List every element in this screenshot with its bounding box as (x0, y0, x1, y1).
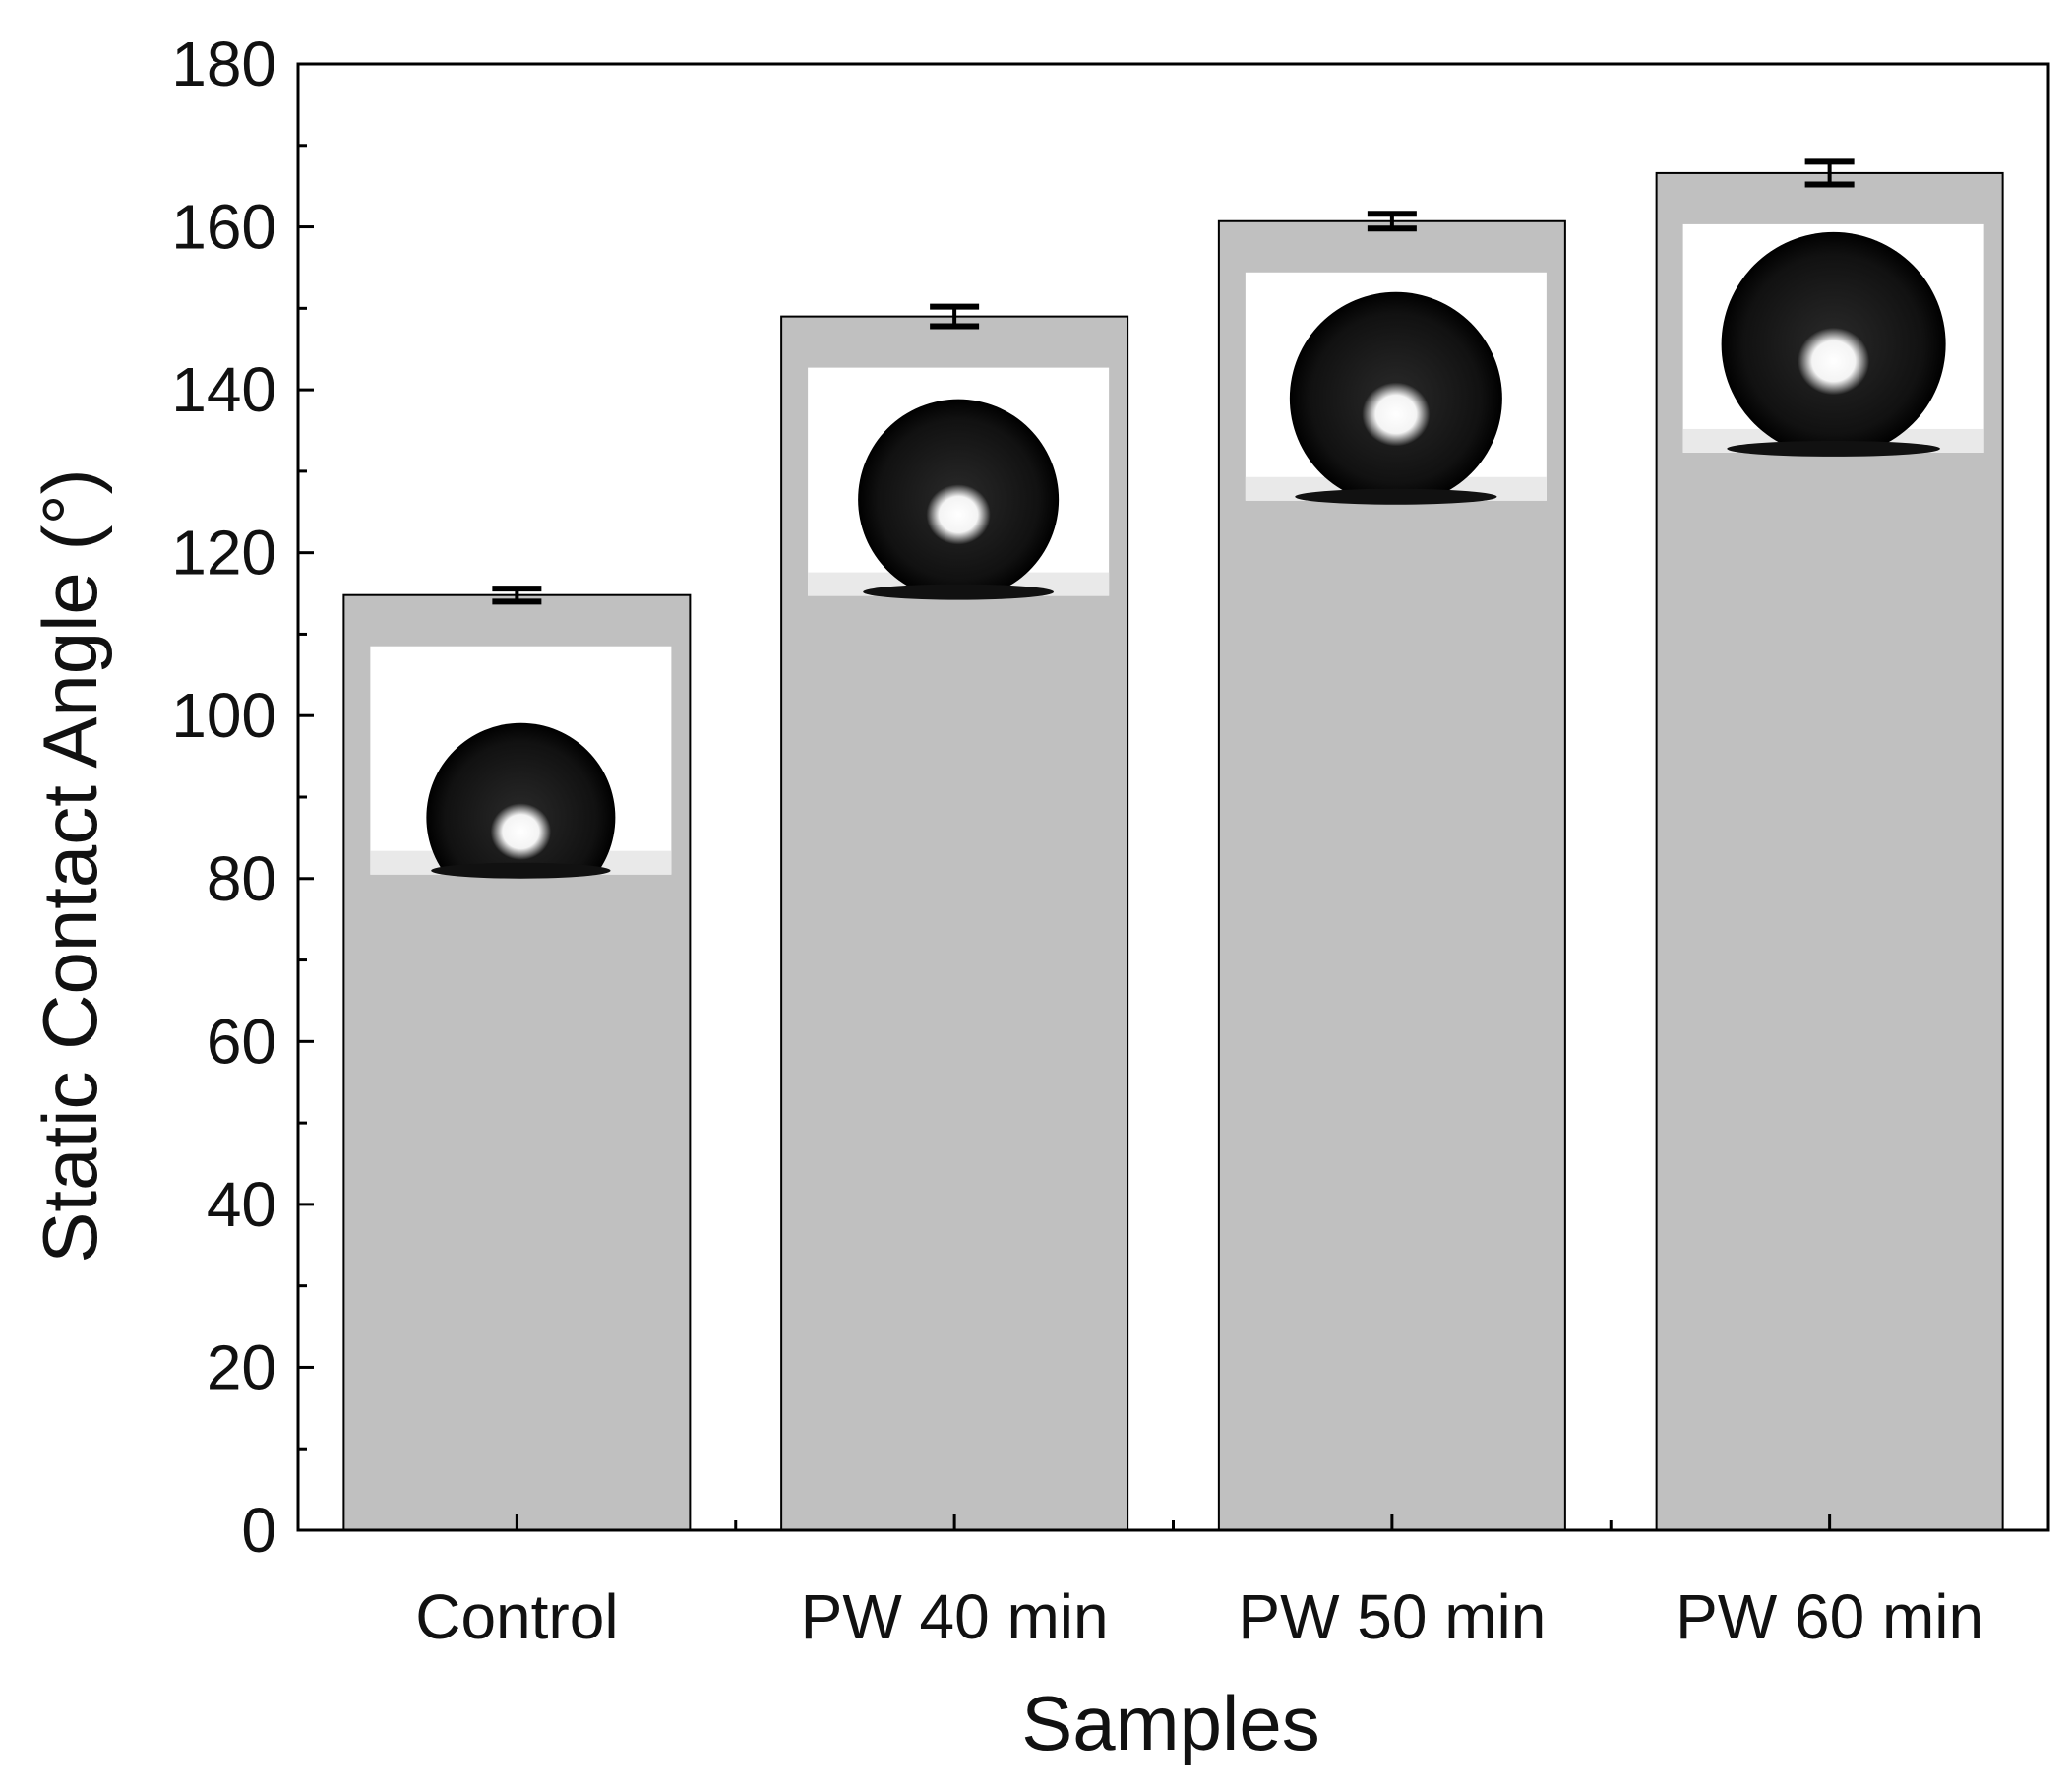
axes: Control PW 40 min PW 50 min PW 60 min 0 20 40 6… (171, 29, 2050, 1652)
droplet (426, 722, 616, 875)
x-tick-label: PW 40 min (801, 1581, 1109, 1652)
y-tick-label: 120 (171, 518, 276, 588)
y-tick-label: 180 (171, 29, 276, 99)
droplet-highlight (1798, 327, 1870, 396)
y-axis-title: Static Contact Angle (°) (27, 468, 113, 1263)
y-tick-label: 100 (171, 680, 276, 751)
y-tick-label: 80 (207, 843, 276, 914)
y-tick-label: 0 (241, 1495, 276, 1566)
y-tick-label: 20 (207, 1331, 276, 1402)
y-tick-label: 140 (171, 354, 276, 425)
x-axis-title: Samples (1021, 1680, 1319, 1766)
droplet-photo-1 (370, 646, 672, 879)
droplet-reflection (863, 584, 1055, 600)
y-tick-label: 60 (207, 1006, 276, 1077)
droplet-reflection (431, 862, 611, 879)
y-tick-label: 40 (207, 1169, 276, 1240)
x-tick-label: Control (415, 1581, 618, 1652)
droplet-reflection (1727, 440, 1940, 457)
droplet-highlight (490, 803, 552, 860)
droplet-highlight (1362, 382, 1431, 447)
droplet-photo-2 (808, 367, 1110, 600)
y-tick-label: 160 (171, 192, 276, 263)
droplet-photo-3 (1245, 272, 1547, 505)
droplet-highlight (926, 484, 991, 545)
droplet-reflection (1295, 488, 1497, 505)
droplet-photo-4 (1682, 223, 1984, 457)
x-tick-label: PW 50 min (1238, 1581, 1546, 1652)
x-tick-label: PW 60 min (1676, 1581, 1983, 1652)
